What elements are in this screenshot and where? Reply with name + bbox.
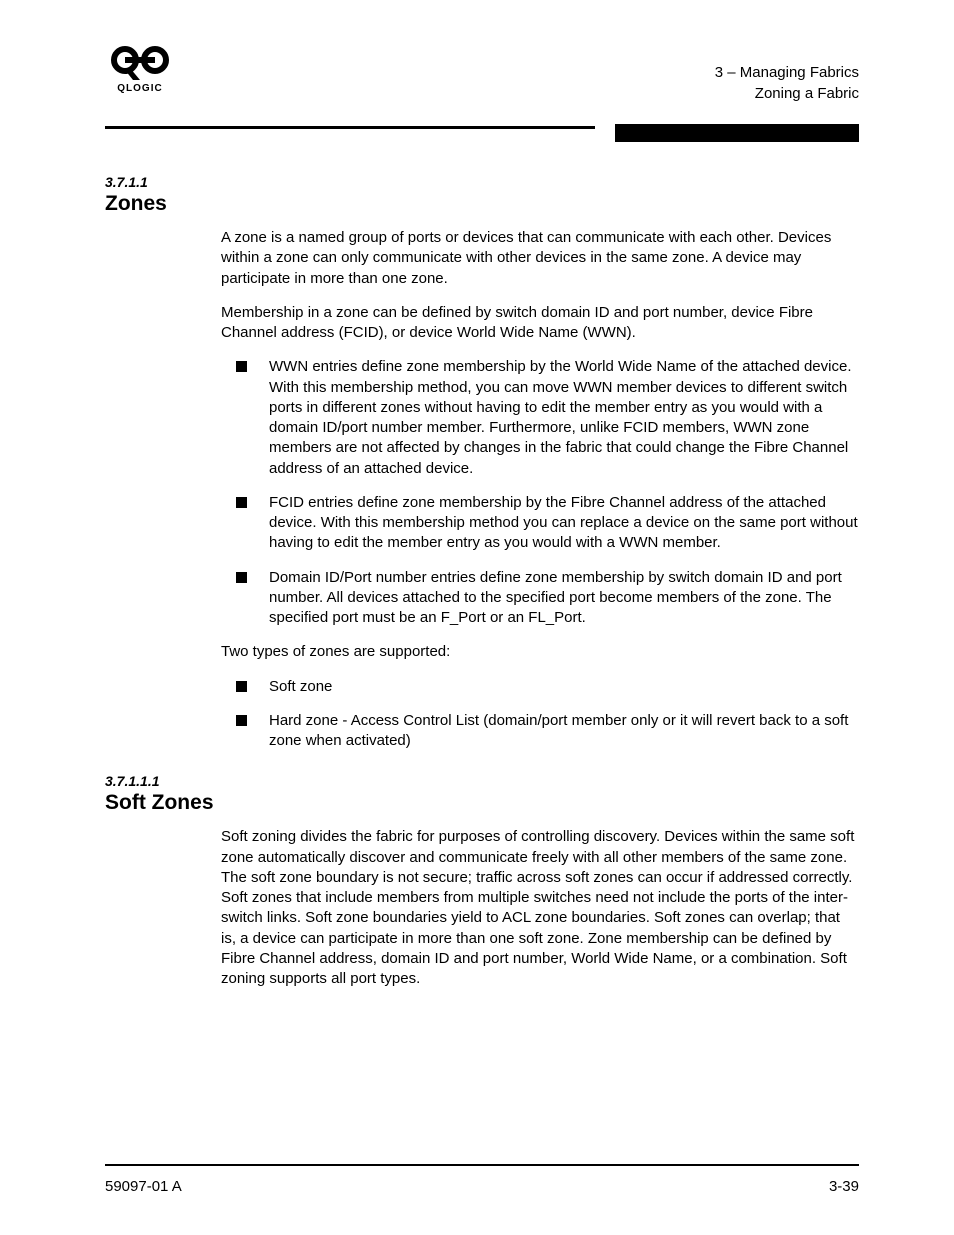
section-title: Soft Zones	[105, 791, 859, 815]
section-zones: 3.7.1.1 Zones A zone is a named group of…	[105, 174, 859, 751]
section-soft-zones: 3.7.1.1.1 Soft Zones Soft zoning divides…	[105, 773, 859, 989]
list-item: Hard zone - Access Control List (domain/…	[221, 711, 859, 752]
footer-doc-id: 59097-01 A	[105, 1178, 182, 1195]
footer-page-number: 3-39	[829, 1178, 859, 1195]
footer-rule	[105, 1164, 859, 1166]
section-title: Zones	[105, 192, 859, 216]
section-number: 3.7.1.1.1	[105, 773, 859, 789]
section-number: 3.7.1.1	[105, 174, 859, 190]
bullet-list: Soft zone Hard zone - Access Control Lis…	[221, 677, 859, 752]
list-item: FCID entries define zone membership by t…	[221, 493, 859, 554]
page-footer: 59097-01 A 3-39	[105, 1164, 859, 1195]
section-body: A zone is a named group of ports or devi…	[221, 228, 859, 751]
brand-logo: QLOGIC	[105, 40, 175, 100]
bullet-list: WWN entries define zone membership by th…	[221, 357, 859, 628]
section-body: Soft zoning divides the fabric for purpo…	[221, 827, 859, 989]
header-rule	[105, 126, 859, 142]
list-item: WWN entries define zone membership by th…	[221, 357, 859, 479]
paragraph: Soft zoning divides the fabric for purpo…	[221, 827, 859, 989]
header-chapter: 3 – Managing Fabrics	[715, 62, 859, 83]
header-breadcrumb: 3 – Managing Fabrics Zoning a Fabric	[715, 40, 859, 104]
list-item: Domain ID/Port number entries define zon…	[221, 568, 859, 629]
paragraph: Membership in a zone can be defined by s…	[221, 303, 859, 344]
page-content: 3.7.1.1 Zones A zone is a named group of…	[105, 142, 859, 989]
brand-logo-text: QLOGIC	[117, 83, 162, 94]
list-item: Soft zone	[221, 677, 859, 697]
paragraph: A zone is a named group of ports or devi…	[221, 228, 859, 289]
paragraph: Two types of zones are supported:	[221, 642, 859, 662]
header-section: Zoning a Fabric	[715, 83, 859, 104]
page-header: QLOGIC 3 – Managing Fabrics Zoning a Fab…	[105, 40, 859, 120]
qlogic-logo-icon	[110, 46, 170, 81]
